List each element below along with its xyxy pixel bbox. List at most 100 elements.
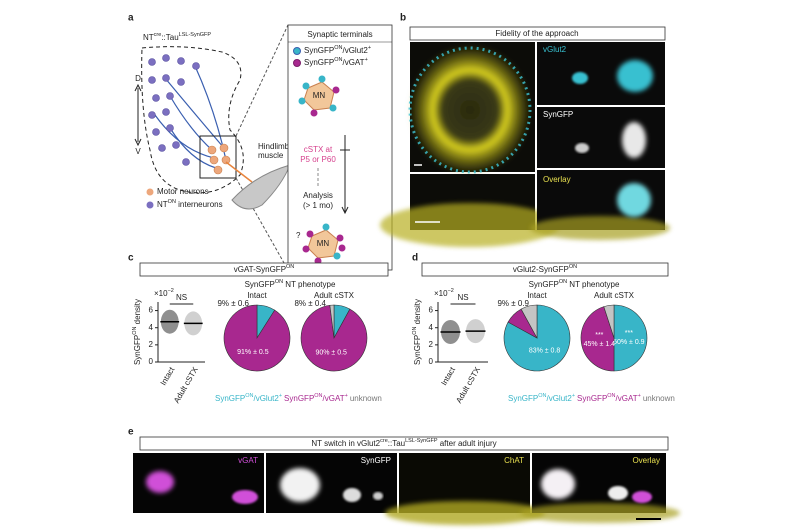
panel-title: Fidelity of the approach bbox=[495, 29, 578, 38]
panel-title: vGAT-SynGFPON bbox=[234, 264, 295, 274]
panel-subtitle: SynGFPON NT phenotype bbox=[245, 279, 336, 289]
mn-label: MN bbox=[317, 239, 330, 248]
interneurons bbox=[148, 54, 200, 166]
pie: Intact 83% ± 0.8 9% ± 0.9 bbox=[497, 291, 571, 372]
text-part: /vGlut2 bbox=[253, 394, 279, 403]
panel-e: e NT switch in vGlut2cre::TauLSL-SynGFP … bbox=[128, 427, 680, 525]
text-part: vGAT-SynGFP bbox=[234, 265, 286, 274]
signal bbox=[632, 491, 652, 503]
pie-title: Adult cSTX bbox=[314, 291, 355, 300]
text-part: NT phenotype bbox=[283, 280, 336, 289]
legend-label: SynGFPON/vGAT+ bbox=[577, 393, 641, 403]
value-label: 90% ± 0.5 bbox=[315, 349, 347, 356]
text-part: /vGlut2 bbox=[546, 394, 572, 403]
text-part: SynGFP bbox=[245, 280, 275, 289]
text-part: SynGFP bbox=[215, 394, 245, 403]
legend-label: unknown bbox=[350, 394, 382, 403]
timeline-arrow bbox=[341, 206, 349, 215]
value-label: 45% ± 1.4 bbox=[584, 341, 616, 348]
superscript: −2 bbox=[448, 288, 454, 294]
legend-label: SynGFPON/vGAT+ bbox=[304, 57, 368, 67]
pie-title: Intact bbox=[247, 291, 267, 300]
signal bbox=[385, 501, 545, 525]
significance: *** bbox=[595, 332, 603, 339]
text-part: NT bbox=[157, 200, 168, 209]
signal bbox=[622, 122, 646, 158]
signal bbox=[617, 60, 653, 92]
panel-a: a NTcre::TauLSL-SynGFP D V Hindlimb musc… bbox=[128, 13, 393, 271]
text-part: SynGFP bbox=[577, 394, 607, 403]
zoom-box bbox=[199, 135, 237, 179]
superscript: + bbox=[279, 393, 282, 399]
signal bbox=[572, 72, 588, 84]
signal bbox=[232, 490, 258, 504]
signal bbox=[541, 469, 575, 499]
panel-d: d vGlut2-SynGFPON SynGFPON NT phenotype bbox=[412, 253, 669, 289]
y-tick-label: 0 bbox=[429, 357, 434, 366]
signal bbox=[608, 486, 628, 500]
superscript: ON bbox=[275, 279, 283, 285]
mn-label: MN bbox=[313, 91, 326, 100]
superscript: ON bbox=[168, 199, 176, 205]
genotype: NTcre::TauLSL-SynGFP bbox=[143, 32, 211, 42]
panel-letter: d bbox=[412, 253, 418, 264]
superscript: + bbox=[365, 57, 368, 63]
legend-swatch bbox=[146, 188, 154, 196]
zoom-line bbox=[235, 24, 289, 137]
superscript: + bbox=[638, 393, 641, 399]
pie-slice bbox=[613, 304, 648, 372]
y-tick-label: 6 bbox=[429, 306, 434, 315]
pie-title: Intact bbox=[527, 291, 547, 300]
text-part: ::Tau bbox=[161, 33, 178, 42]
value-label: 8% ± 0.4 bbox=[294, 299, 326, 308]
motor-axon bbox=[225, 161, 253, 183]
text-part: interneurons bbox=[176, 200, 223, 209]
text-part: SynGFP bbox=[529, 280, 559, 289]
detail-box bbox=[287, 24, 393, 271]
superscript: ON bbox=[334, 45, 342, 51]
signal bbox=[373, 492, 383, 500]
text-part: NT switch in vGlut2 bbox=[311, 439, 380, 448]
legend-label: SynGFPON/vGlut2+ bbox=[508, 393, 575, 403]
pie: Adult cSTX 50% ± 0.9 *** 45% ± 1.4 *** bbox=[580, 291, 648, 372]
legend-label: SynGFPON/vGAT+ bbox=[284, 393, 348, 403]
text-part: vGlut2-SynGFP bbox=[513, 265, 569, 274]
mn-before bbox=[298, 75, 340, 117]
channel-label: vGlut2 bbox=[543, 45, 567, 54]
superscript: ON bbox=[538, 393, 546, 399]
superscript: cre bbox=[380, 438, 388, 444]
channel-label: Overlay bbox=[632, 456, 660, 465]
signal bbox=[617, 183, 651, 217]
panel-letter: b bbox=[400, 13, 406, 24]
superscript: cre bbox=[154, 32, 162, 38]
cell-body bbox=[408, 44, 532, 176]
superscript: ON bbox=[559, 279, 567, 285]
superscript: + bbox=[345, 393, 348, 399]
significance: *** bbox=[625, 330, 633, 337]
text-part: /vGAT bbox=[616, 394, 638, 403]
treatment: cSTX at bbox=[304, 145, 333, 154]
superscript: ON bbox=[569, 264, 577, 270]
text-part: ×10 bbox=[434, 289, 448, 298]
y-tick-label: 6 bbox=[149, 306, 154, 315]
cyan-puncta bbox=[408, 46, 532, 174]
yellow-signal bbox=[380, 203, 560, 247]
text-part: unknown bbox=[350, 394, 382, 403]
channel-label: vGAT bbox=[238, 456, 258, 465]
panel-title: NT switch in vGlut2cre::TauLSL-SynGFP af… bbox=[311, 438, 496, 448]
text-part: after adult injury bbox=[438, 439, 497, 448]
axis-exponent: ×10−2 bbox=[154, 288, 174, 298]
analysis: (> 1 mo) bbox=[303, 201, 333, 210]
text-part: SynGFP bbox=[284, 394, 314, 403]
y-axis-label: SynGFPON density bbox=[132, 299, 142, 365]
superscript: ON bbox=[334, 57, 342, 63]
pie-slice bbox=[603, 304, 615, 339]
pie-slice bbox=[300, 304, 368, 372]
y-tick-label: 4 bbox=[149, 323, 154, 332]
signal bbox=[530, 216, 670, 240]
legend-label: Motor neurons bbox=[157, 187, 209, 196]
title-box bbox=[409, 26, 666, 41]
panel-letter: c bbox=[128, 253, 134, 264]
